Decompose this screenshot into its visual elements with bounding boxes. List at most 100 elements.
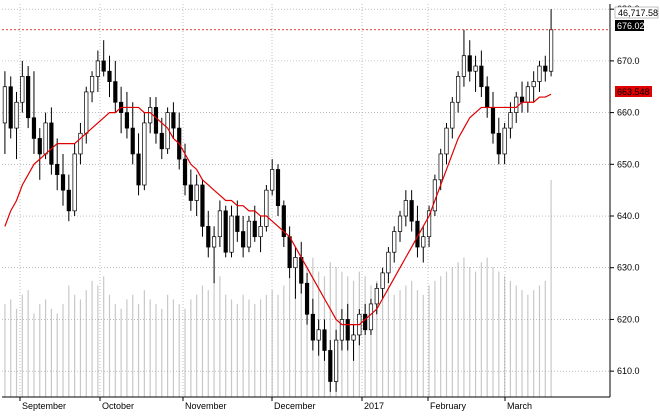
candle-body xyxy=(537,65,542,82)
y-tick-label: 620.0 xyxy=(617,314,640,324)
candle-body xyxy=(281,205,286,238)
candle-body xyxy=(461,55,467,77)
y-tick-label: 630.0 xyxy=(617,263,640,273)
candle-body xyxy=(211,236,217,248)
candle-body xyxy=(206,226,211,248)
candle-body xyxy=(252,220,257,238)
candle-body xyxy=(136,153,141,186)
candle-body xyxy=(159,132,164,150)
y-tick-label: 670.0 xyxy=(617,56,640,66)
x-tick-label: September xyxy=(22,401,66,411)
candle-body xyxy=(304,282,310,315)
candle-body xyxy=(508,112,513,129)
candle-body xyxy=(217,210,222,238)
ma-label-box xyxy=(615,86,652,97)
candle-body xyxy=(334,339,339,382)
candle-body xyxy=(543,65,548,72)
y-tick-label: 660.0 xyxy=(617,108,640,118)
moving-average xyxy=(2,29,610,326)
price-labels: 46,717.58 676.02 663.548 xyxy=(614,6,659,97)
candle-body xyxy=(258,226,263,238)
candle-body xyxy=(397,215,403,232)
candle-body xyxy=(519,96,525,103)
x-tick-label: March xyxy=(507,401,532,411)
candle-body xyxy=(287,236,292,269)
candle-body xyxy=(293,257,298,269)
candle-body xyxy=(264,189,269,227)
candle-body xyxy=(43,122,48,155)
candle-body xyxy=(153,107,159,134)
grid xyxy=(2,4,610,397)
candle-body xyxy=(299,257,304,284)
candle-body xyxy=(229,215,234,253)
candle-body xyxy=(328,350,333,382)
volume-label: 46,717.58 xyxy=(618,8,658,18)
candle-body xyxy=(514,96,519,113)
candle-body xyxy=(490,107,496,134)
candle-body xyxy=(345,319,350,341)
candle-body xyxy=(113,81,118,103)
candle-body xyxy=(130,127,135,155)
candle-body xyxy=(456,76,461,103)
x-tick-label: December xyxy=(274,401,316,411)
candle-body xyxy=(363,313,368,331)
candle-body xyxy=(432,179,437,212)
candle-body xyxy=(392,231,397,253)
candle-body xyxy=(246,220,252,248)
candle-body xyxy=(426,210,432,238)
candle-body xyxy=(171,112,176,129)
candle-body xyxy=(438,153,443,181)
candle-body xyxy=(310,313,315,341)
x-tick-label: October xyxy=(102,401,134,411)
candle-body xyxy=(496,132,501,155)
candle-body xyxy=(148,107,153,124)
candle-body xyxy=(95,60,100,77)
candle-body xyxy=(55,163,60,175)
candles xyxy=(2,9,554,392)
y-tick-label: 650.0 xyxy=(617,159,640,169)
last-price-label-box xyxy=(615,20,644,31)
candle-body xyxy=(467,55,472,72)
candle-body xyxy=(531,81,536,88)
candle-body xyxy=(473,65,478,72)
candle-body xyxy=(188,184,193,201)
candle-body xyxy=(322,329,327,351)
candle-body xyxy=(502,127,507,155)
candle-body xyxy=(421,236,426,248)
candle-body xyxy=(78,132,83,155)
x-tick-label: November xyxy=(185,401,227,411)
candle-body xyxy=(31,117,37,139)
candle-body xyxy=(124,112,130,129)
candle-body xyxy=(241,231,246,248)
candle-body xyxy=(26,76,31,119)
candle-body xyxy=(142,122,147,186)
candle-body xyxy=(8,86,13,129)
candle-body xyxy=(444,127,449,155)
candle-body xyxy=(450,101,455,129)
candle-body xyxy=(270,169,275,191)
candle-body xyxy=(409,200,414,222)
candle-body xyxy=(386,251,391,274)
candle-body xyxy=(182,158,188,186)
candle-body xyxy=(316,329,321,341)
volume-label-box xyxy=(614,6,659,19)
candle-body xyxy=(37,138,42,155)
x-tick-label: February xyxy=(430,401,467,411)
candle-body xyxy=(525,86,530,103)
candle-body xyxy=(194,184,199,201)
candle-body xyxy=(60,174,66,191)
y-tick-label: 640.0 xyxy=(617,211,640,221)
candle-body xyxy=(107,70,112,82)
ma-label: 663.548 xyxy=(617,87,650,97)
candle-body xyxy=(351,334,356,341)
candle-body xyxy=(66,189,71,212)
candle-body xyxy=(14,101,19,129)
candle-body xyxy=(403,200,408,217)
candle-body xyxy=(235,215,240,232)
candle-body xyxy=(368,303,374,331)
candle-body xyxy=(380,272,385,289)
candle-body xyxy=(275,169,281,207)
candle-body xyxy=(84,91,89,134)
